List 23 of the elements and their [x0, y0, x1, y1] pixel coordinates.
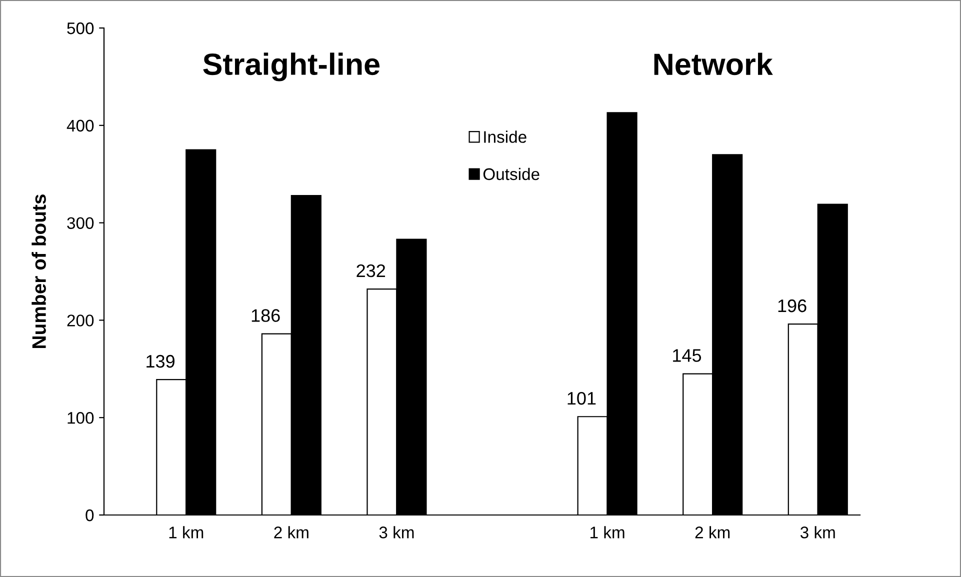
legend-label: Outside	[483, 168, 540, 180]
x-tick-label: 2 km	[695, 526, 730, 538]
y-tick-label: 500	[67, 22, 94, 34]
x-tick-label: 1 km	[169, 526, 204, 538]
y-tick-label: 400	[66, 120, 94, 132]
data-label: 139	[146, 354, 174, 368]
y-tick-label: 200	[67, 314, 94, 326]
y-axis-title: Number of bouts	[32, 194, 46, 348]
y-tick-label: 0	[86, 509, 94, 522]
x-tick-label: 3 km	[800, 526, 835, 538]
data-label: 186	[252, 309, 280, 322]
x-tick-label: 1 km	[590, 526, 624, 538]
y-tick-label: 100	[68, 412, 94, 424]
annotation: Network	[654, 52, 773, 76]
data-label: 232	[356, 264, 386, 278]
data-label: 196	[778, 299, 806, 312]
legend-label: Inside	[484, 130, 526, 143]
x-tick-label: 2 km	[274, 526, 308, 538]
data-label: 101	[568, 392, 596, 405]
annotation: Straight-line	[203, 52, 380, 82]
data-label: 145	[673, 349, 702, 362]
y-tick-label: 300	[67, 217, 94, 230]
x-tick-label: 3 km	[379, 526, 414, 538]
